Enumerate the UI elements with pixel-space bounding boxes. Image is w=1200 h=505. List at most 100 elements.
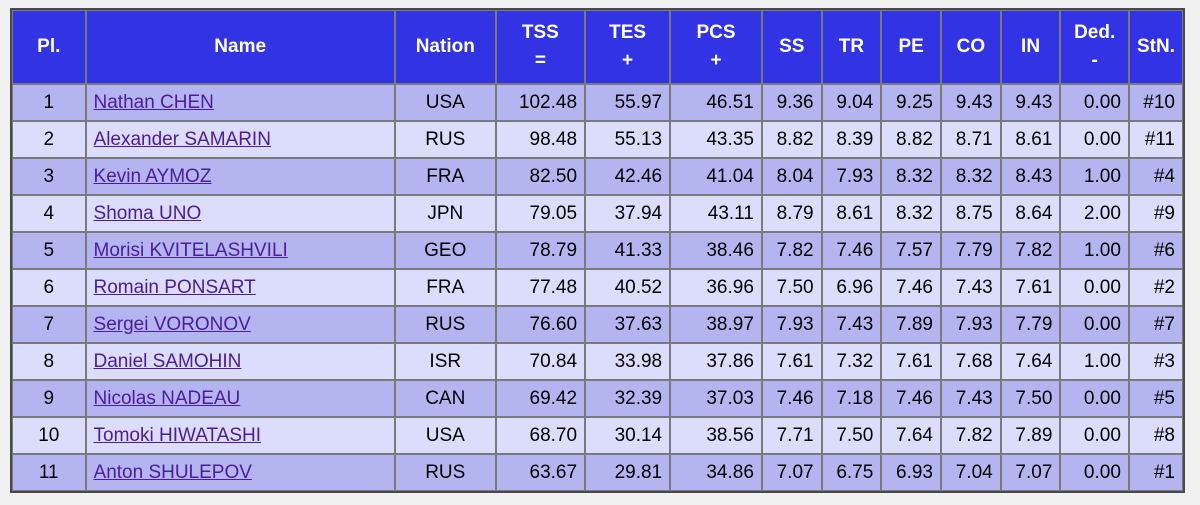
column-header-tes: TES + [585,10,671,84]
cell-pcs: 38.56 [670,417,762,454]
cell-tr: 6.75 [821,454,882,491]
column-header-label: TSS [521,21,559,43]
cell-pe: 7.61 [881,343,941,380]
cell-co: 8.75 [941,195,1001,232]
column-header-label: Pl. [37,35,61,57]
column-header-operator: = [534,50,546,71]
cell-tr: 7.93 [821,158,882,195]
cell-tr: 7.50 [821,417,882,454]
cell-stn: #6 [1128,232,1183,269]
skater-name-link[interactable]: Romain PONSART [93,276,256,298]
cell-in: 7.89 [1000,417,1061,454]
table-row: 9 Nicolas NADEAU CAN 69.42 32.39 37.03 7.46 7.1… [12,380,1183,417]
cell-co: 7.93 [941,306,1001,343]
column-header-label: PCS [696,21,736,43]
table-row: 1 Nathan CHEN USA 102.48 55.97 46.51 9.36 9.04 9… [12,84,1183,121]
skater-name-link[interactable]: Nicolas NADEAU [93,387,241,409]
table-row: 10 Tomoki HIWATASHI USA 68.70 30.14 38.56 7.71… [12,417,1183,454]
cell-name: Nathan CHEN [85,84,395,121]
cell-tr: 7.43 [821,306,882,343]
cell-name: Morisi KVITELASHVILI [85,232,395,269]
table-row: 3 Kevin AYMOZ FRA 82.50 42.46 41.04 8.04 7.93 8.… [12,158,1183,195]
cell-pl: 1 [12,84,86,121]
cell-name: Anton SHULEPOV [85,454,395,491]
cell-tss: 76.60 [495,306,586,343]
column-header-ss: SS [761,10,822,84]
skater-name-link[interactable]: Tomoki HIWATASHI [93,424,262,446]
cell-tes: 33.98 [585,343,671,380]
cell-tss: 68.70 [495,417,586,454]
cell-nation: FRA [394,269,496,306]
cell-tes: 41.33 [585,232,671,269]
cell-ded: 0.00 [1060,121,1129,158]
cell-ded: 1.00 [1060,343,1129,380]
cell-nation: USA [394,84,496,121]
cell-stn: #9 [1128,195,1183,232]
cell-ded: 0.00 [1060,269,1129,306]
column-header-label: Ded. [1074,21,1116,43]
cell-pcs: 41.04 [670,158,762,195]
cell-ss: 8.79 [761,195,822,232]
cell-tes: 55.13 [585,121,671,158]
cell-in: 8.64 [1000,195,1061,232]
cell-tes: 42.46 [585,158,671,195]
cell-pl: 8 [12,343,86,380]
cell-nation: RUS [394,121,496,158]
cell-tr: 7.46 [821,232,882,269]
cell-name: Daniel SAMOHIN [85,343,395,380]
skater-name-link[interactable]: Morisi KVITELASHVILI [93,239,288,261]
skater-name-link[interactable]: Sergei VORONOV [93,313,251,335]
cell-stn: #5 [1128,380,1183,417]
column-header-in: IN [1000,10,1061,84]
cell-ss: 7.50 [761,269,822,306]
cell-tes: 40.52 [585,269,671,306]
column-header-pe: PE [881,10,941,84]
cell-name: Romain PONSART [85,269,395,306]
cell-in: 8.43 [1000,158,1061,195]
cell-pe: 7.46 [881,380,941,417]
column-header-operator: + [622,50,634,71]
cell-stn: #1 [1128,454,1183,491]
column-header-label: SS [779,35,805,57]
cell-tes: 37.63 [585,306,671,343]
column-header-nation: Nation [394,10,496,84]
cell-nation: RUS [394,454,496,491]
cell-pe: 8.32 [881,158,941,195]
cell-name: Tomoki HIWATASHI [85,417,395,454]
cell-pcs: 34.86 [670,454,762,491]
cell-stn: #10 [1128,84,1183,121]
cell-ss: 7.07 [761,454,822,491]
column-header-label: PE [898,35,924,57]
cell-pe: 7.57 [881,232,941,269]
cell-name: Alexander SAMARIN [85,121,395,158]
cell-tr: 8.61 [821,195,882,232]
cell-stn: #3 [1128,343,1183,380]
cell-in: 7.64 [1000,343,1061,380]
cell-pl: 9 [12,380,86,417]
cell-nation: FRA [394,158,496,195]
column-header-label: StN. [1136,35,1175,57]
skater-name-link[interactable]: Kevin AYMOZ [93,165,212,187]
cell-pe: 8.32 [881,195,941,232]
table-row: 11 Anton SHULEPOV RUS 63.67 29.81 34.86 7.07 6.… [12,454,1183,491]
cell-in: 7.07 [1000,454,1061,491]
cell-ded: 0.00 [1060,417,1129,454]
skater-name-link[interactable]: Daniel SAMOHIN [93,350,242,372]
cell-ded: 1.00 [1060,232,1129,269]
cell-ss: 7.71 [761,417,822,454]
table-row: 7 Sergei VORONOV RUS 76.60 37.63 38.97 7.93 7.4… [12,306,1183,343]
skater-name-link[interactable]: Alexander SAMARIN [93,128,271,150]
table-row: 8 Daniel SAMOHIN ISR 70.84 33.98 37.86 7.61 7.3… [12,343,1183,380]
column-header-label: TES [609,21,647,43]
skater-name-link[interactable]: Shoma UNO [93,202,202,224]
cell-tes: 37.94 [585,195,671,232]
cell-ded: 0.00 [1060,454,1129,491]
cell-ded: 0.00 [1060,84,1129,121]
skater-name-link[interactable]: Nathan CHEN [93,91,214,113]
cell-in: 7.61 [1000,269,1061,306]
skater-name-link[interactable]: Anton SHULEPOV [93,461,252,483]
cell-co: 7.43 [941,380,1001,417]
cell-pe: 9.25 [881,84,941,121]
cell-tss: 63.67 [495,454,586,491]
cell-pl: 2 [12,121,86,158]
